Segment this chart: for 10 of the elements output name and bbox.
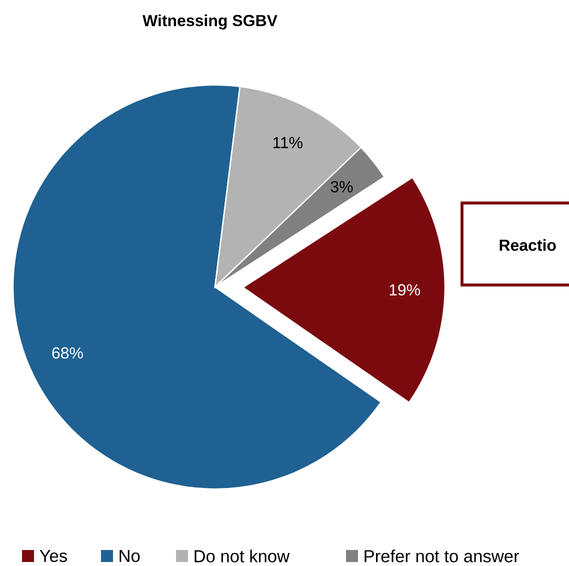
data-label: 68% [52,347,83,359]
legend-label: Do not know [194,550,290,562]
data-label: 3% [330,181,353,192]
legend-label: No [120,550,140,562]
data-label: 19% [390,284,420,296]
data-label: 11% [273,137,302,148]
legend-label: Yes [40,550,67,562]
text: Reactio [500,239,556,251]
chart-title: Witnessing SGBV [142,14,278,30]
legend-label: Prefer not to answer [364,550,520,562]
